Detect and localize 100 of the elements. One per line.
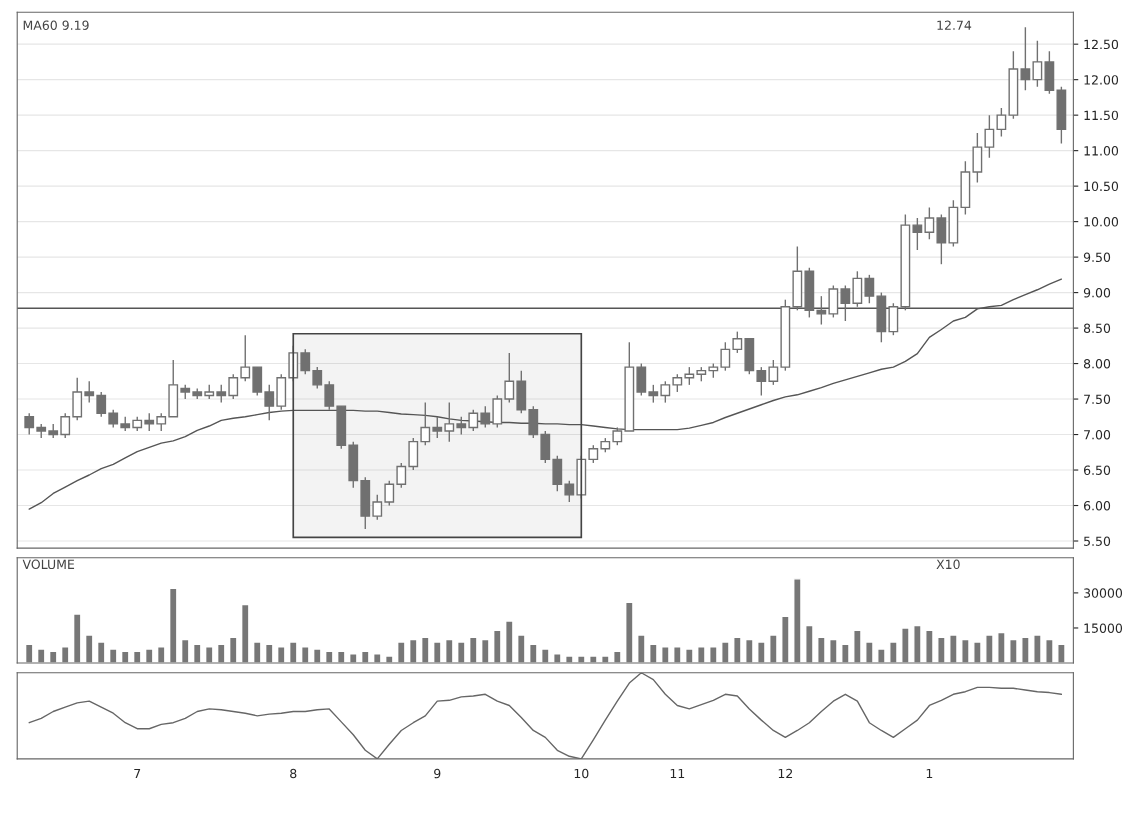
bar — [300, 645, 310, 664]
bar — [120, 650, 130, 664]
bar — [360, 650, 370, 664]
bar — [853, 629, 862, 664]
bar — [913, 624, 922, 664]
bar — [108, 648, 118, 664]
bar — [793, 578, 802, 664]
bar — [961, 638, 970, 664]
annotation: X10 — [936, 559, 960, 570]
bar — [264, 643, 274, 664]
bar — [288, 641, 298, 664]
candlestick — [984, 114, 995, 159]
candlestick — [720, 341, 731, 372]
candlestick — [1032, 39, 1043, 88]
y-tick-label: 6.00 — [1083, 500, 1111, 511]
candlestick — [924, 206, 935, 241]
y-tick-label: 5.50 — [1084, 536, 1111, 546]
bar — [132, 650, 142, 664]
bar — [805, 624, 814, 664]
bar — [276, 645, 286, 664]
bar — [144, 648, 154, 664]
bar — [204, 645, 214, 664]
x-tick-label: 8 — [290, 768, 297, 779]
bar — [589, 655, 598, 664]
bar — [613, 650, 622, 664]
y-tick-label: 15000 — [1084, 623, 1123, 633]
candlestick — [444, 401, 455, 443]
bar — [444, 638, 454, 664]
candlestick — [756, 366, 767, 397]
y-tick-label: 9.00 — [1083, 288, 1111, 298]
bar — [36, 648, 46, 664]
bar — [601, 655, 610, 664]
x-tick-label: 11 — [670, 768, 685, 779]
bar — [72, 613, 82, 664]
bar — [553, 653, 562, 664]
bar — [96, 641, 106, 664]
bar — [565, 655, 574, 664]
x-tick-label: 7 — [134, 768, 141, 779]
bar — [216, 643, 226, 664]
bar — [384, 655, 394, 664]
bar — [396, 641, 406, 664]
y-tick-label: 7.00 — [1084, 430, 1111, 440]
candlestick — [996, 107, 1007, 138]
x-tick-label: 1 — [926, 768, 933, 779]
candlestick — [24, 412, 35, 436]
bar — [925, 629, 934, 664]
bar — [168, 587, 178, 664]
bar — [733, 636, 742, 664]
y-tick-label: 9.50 — [1083, 252, 1111, 263]
annotation: 12.74 — [937, 20, 972, 30]
candlestick — [504, 352, 515, 404]
bar — [541, 648, 550, 664]
bar — [937, 636, 946, 664]
bar — [1057, 643, 1066, 664]
candlestick — [420, 401, 431, 446]
annotation: MA60 9.19 — [23, 20, 89, 30]
bar — [24, 643, 34, 664]
bar — [456, 641, 466, 664]
candlestick — [768, 359, 779, 386]
y-tick-label: 11.50 — [1084, 110, 1119, 121]
candlestick — [432, 416, 443, 439]
candlestick — [1020, 26, 1031, 92]
candlestick — [816, 295, 827, 326]
bar — [721, 641, 730, 664]
bar — [517, 634, 526, 664]
bar — [228, 636, 238, 664]
bar — [829, 638, 838, 664]
y-tick-label: 8.50 — [1083, 323, 1111, 334]
bar — [468, 636, 478, 664]
candlestick — [564, 479, 575, 503]
bar — [1045, 638, 1054, 664]
bar — [252, 641, 262, 664]
bar — [877, 648, 886, 664]
y-tick-label: 7.50 — [1084, 394, 1111, 404]
bar — [1009, 638, 1018, 664]
y-tick-label: 12.00 — [1084, 75, 1119, 85]
bar — [1021, 636, 1030, 664]
bar — [817, 636, 826, 664]
candlestick — [312, 366, 323, 390]
bar — [492, 629, 502, 664]
bar — [769, 634, 778, 664]
bar — [420, 636, 430, 664]
candlestick — [468, 409, 479, 432]
bar — [757, 641, 766, 664]
bar — [312, 648, 322, 664]
bar — [637, 634, 646, 664]
bar — [841, 643, 850, 664]
y-tick-label: 30000 — [1084, 588, 1123, 598]
bar — [997, 631, 1006, 664]
bar — [192, 643, 202, 664]
bar — [973, 641, 982, 664]
bar — [985, 634, 994, 664]
bar — [432, 641, 442, 664]
bar — [901, 627, 910, 664]
candlestick — [228, 373, 239, 400]
y-tick-label: 6.50 — [1083, 465, 1111, 475]
candlestick — [84, 380, 95, 404]
bar — [372, 653, 382, 664]
y-tick-label: 8.00 — [1083, 359, 1111, 369]
x-tick-label: 12 — [778, 768, 793, 779]
